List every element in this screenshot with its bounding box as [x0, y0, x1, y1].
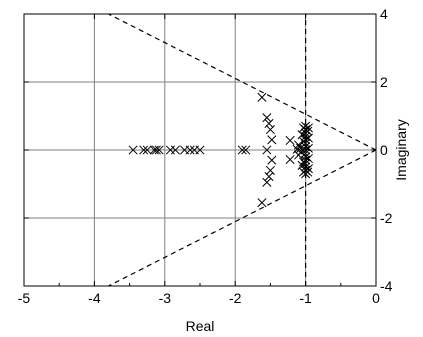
pole-marker [264, 171, 274, 182]
y-tick-label: 2 [380, 74, 388, 90]
pole-marker [257, 198, 267, 208]
pole-marker [285, 154, 295, 165]
pole-marker [237, 145, 247, 155]
pole-marker [195, 145, 205, 155]
pole-marker [154, 145, 164, 155]
pole-marker [257, 92, 267, 102]
pole-marker [185, 145, 195, 155]
pole-marker [303, 126, 313, 136]
pole-marker [301, 145, 311, 155]
x-tick-label: -1 [299, 290, 312, 306]
pole-marker [262, 113, 272, 123]
pole-marker [303, 143, 313, 153]
pole-marker [139, 145, 149, 155]
pole-marker [142, 145, 152, 155]
pole-marker [170, 145, 180, 155]
pole-marker [265, 125, 275, 135]
pole-marker [301, 148, 311, 158]
pole-marker [298, 123, 309, 133]
pole-marker [303, 153, 313, 164]
y-tick-label: -2 [380, 210, 393, 226]
pole-marker [301, 152, 311, 162]
pole-marker [128, 145, 138, 155]
pole-marker [301, 131, 311, 141]
x-tick-label: -2 [229, 290, 242, 306]
y-tick-label: 0 [380, 142, 388, 158]
ticks [23, 13, 377, 287]
x-tick-label: -5 [18, 290, 31, 306]
pole-marker [267, 135, 277, 145]
pole-marker [267, 155, 277, 165]
x-tick-label: 0 [372, 290, 380, 306]
pole-marker [265, 165, 275, 175]
x-tick-label: -3 [159, 290, 172, 306]
pole-marker [262, 177, 272, 187]
pole-marker [301, 142, 311, 152]
pole-marker [151, 145, 161, 155]
pole-marker [285, 135, 295, 146]
pole-marker [241, 145, 251, 155]
x-tick-label: -4 [88, 290, 101, 306]
y-tick-label: -4 [380, 278, 393, 294]
pole-marker [262, 145, 272, 155]
pole-marker [301, 162, 311, 172]
pole-marker [298, 167, 309, 177]
y-axis-label: Imaginary [393, 119, 409, 180]
pole-marker [264, 118, 274, 129]
pole-marker [303, 164, 313, 174]
pole-marker [303, 167, 313, 177]
y-tick-label: 4 [380, 6, 388, 22]
x-axis-label: Real [186, 318, 215, 334]
pole-marker [298, 136, 309, 147]
pole-marker [298, 157, 309, 167]
y-tick-labels: -4 -2 0 2 4 [380, 6, 393, 294]
x-tick-labels: -5 -4 -3 -2 -1 0 [18, 290, 380, 306]
data-markers [128, 92, 313, 208]
